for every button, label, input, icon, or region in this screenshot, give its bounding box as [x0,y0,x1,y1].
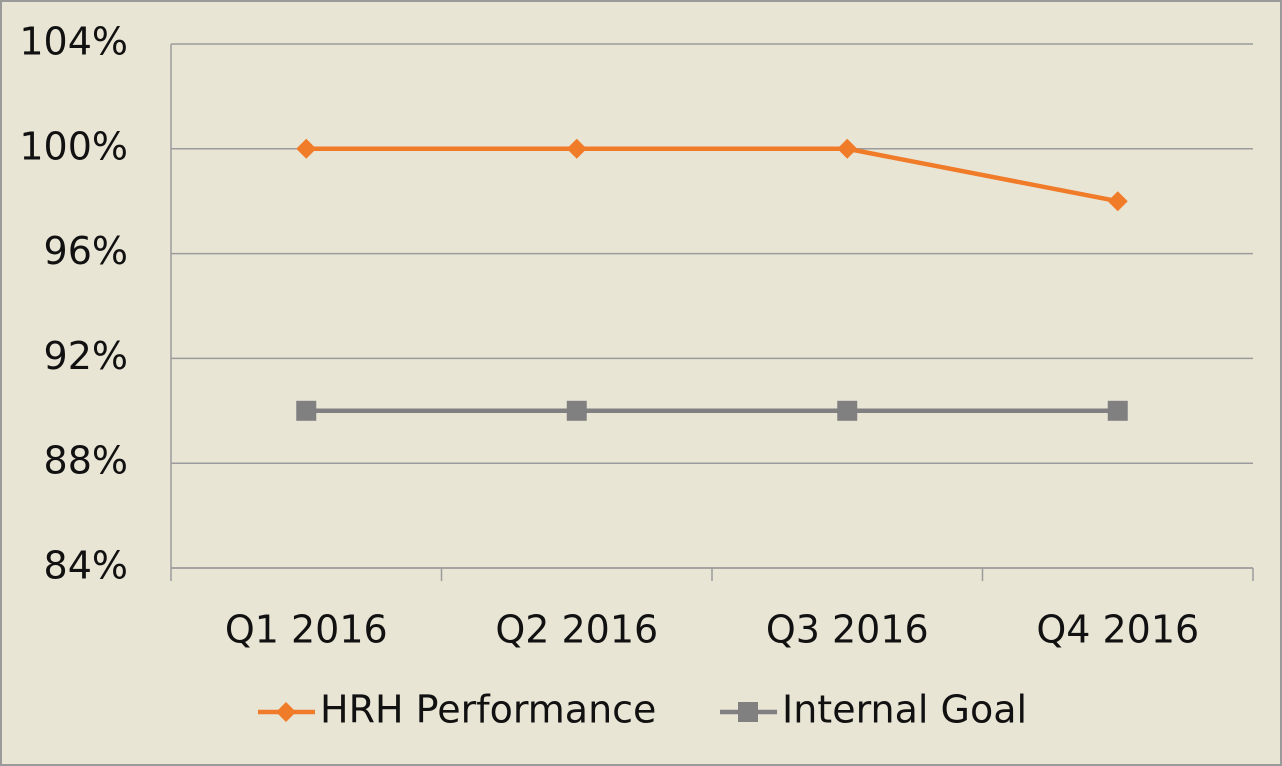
y-tick-label: 88% [44,439,128,483]
x-tick-label: Q1 2016 [225,608,388,652]
series-marker [566,400,587,421]
x-tick-label: Q3 2016 [766,608,929,652]
series-marker [1107,191,1128,212]
y-tick-label: 92% [44,334,128,378]
y-tick-label: 96% [44,229,128,273]
legend-label: HRH Performance [320,688,656,732]
series-line [306,146,1119,204]
legend-marker [738,702,758,722]
x-tick-label: Q4 2016 [1036,608,1199,652]
series-marker [837,138,858,159]
y-tick-label: 104% [19,20,128,64]
y-tick-label: 84% [44,544,128,588]
series-marker [1107,400,1128,421]
legend-label: Internal Goal [782,688,1027,732]
legend-marker [276,702,296,722]
series-marker [566,138,587,159]
x-tick-label: Q2 2016 [495,608,658,652]
series-marker [296,138,317,159]
series-marker [296,400,317,421]
series-marker [837,400,858,421]
y-tick-label: 100% [19,124,128,168]
